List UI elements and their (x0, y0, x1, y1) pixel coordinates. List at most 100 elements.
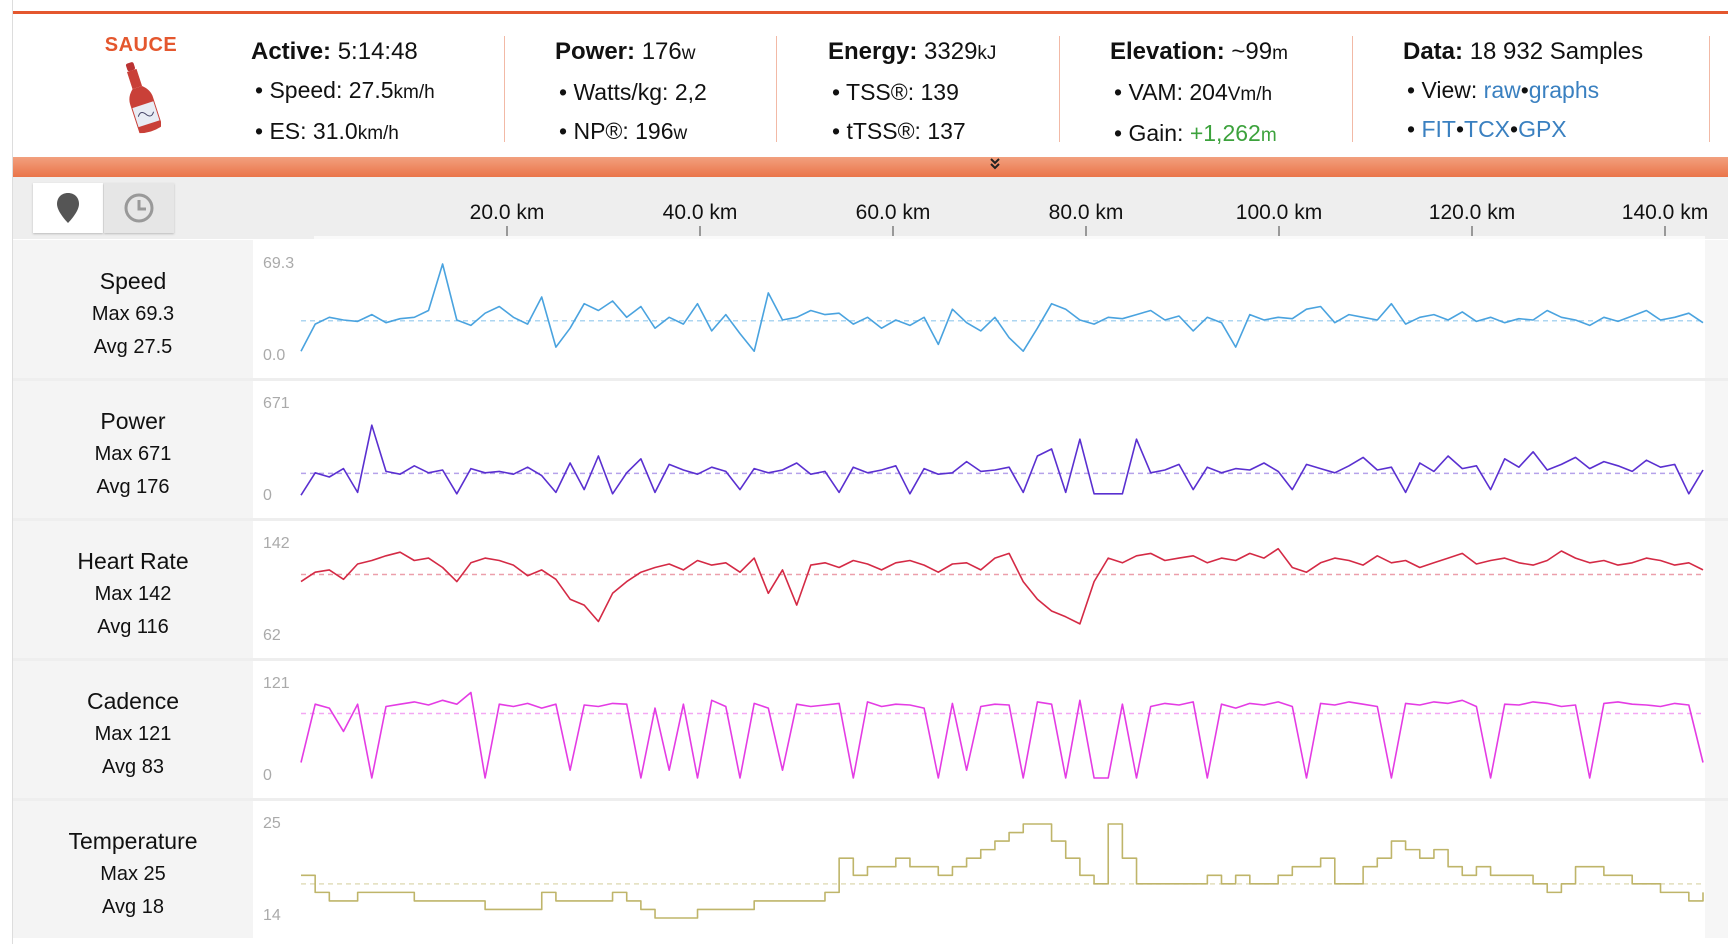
ttss-value: 137 (927, 118, 966, 144)
series-max: Max 121 (94, 723, 172, 745)
x-tick-label: 60.0 km (855, 201, 931, 224)
double-chevron-down-icon[interactable] (989, 157, 1001, 177)
y-min-label: 14 (263, 907, 281, 924)
row-label-panel: Speed Max 69.3 Avg 27.5 (13, 240, 253, 378)
power-column: Power: 176w • Watts/kg: 2,2 • NP®: 196w (555, 32, 707, 153)
header-expander-bar[interactable] (13, 157, 1728, 177)
plot-right-margin (1705, 520, 1728, 658)
y-max-label: 25 (263, 815, 281, 832)
power-label: Power: (555, 38, 636, 65)
es-value: 31.0 (312, 118, 358, 144)
x-tick-label: 140.0 km (1621, 201, 1709, 224)
y-max-label: 142 (263, 535, 290, 552)
energy-unit: kJ (977, 43, 997, 64)
plot-right-margin (1705, 380, 1728, 518)
es-unit: km/h (357, 123, 399, 144)
export-fit-link[interactable]: FIT (1421, 116, 1456, 142)
data-column: Data: 18 932 Samples • View: raw•graphs … (1403, 32, 1643, 149)
row-separator (13, 658, 1728, 661)
series-max: Max 142 (94, 583, 172, 605)
activity-summary-header: SAUCE Active: 5:14:48 • Speed: 27.5km/h … (13, 14, 1728, 157)
series-name: Temperature (68, 828, 198, 854)
bullet: • (1407, 116, 1416, 142)
x-tick-mark (699, 226, 701, 236)
np-label: NP®: (573, 118, 629, 144)
row-label-panel: Cadence Max 121 Avg 83 (13, 660, 253, 798)
active-value: 5:14:48 (337, 38, 418, 65)
clock-icon (124, 193, 154, 223)
hr-chart: 142 62 (263, 535, 1704, 644)
view-raw-link[interactable]: raw (1483, 77, 1521, 103)
power-unit: w (681, 43, 696, 64)
x-tick-mark (1278, 226, 1280, 236)
chart-row-cadence: Cadence Max 121 Avg 83 121 0 (13, 660, 1728, 798)
elevation-value: ~99 (1231, 38, 1273, 65)
cadence-series-line (300, 691, 1704, 779)
time-axis-button[interactable] (104, 183, 174, 233)
cadence-plot[interactable]: 121 0 (255, 660, 1705, 798)
page-left-border (12, 0, 13, 944)
row-separator (13, 518, 1728, 521)
row-label-panel: Power Max 671 Avg 176 (13, 380, 253, 518)
wkg-label: Watts/kg: (573, 79, 669, 105)
power-chart: 671 0 (263, 395, 1704, 504)
speed-series-line (300, 263, 1704, 352)
energy-value: 3329 (924, 38, 978, 65)
axis-baseline (314, 236, 1705, 239)
row-separator (13, 798, 1728, 801)
series-name: Heart Rate (77, 548, 189, 574)
data-value: 18 932 Samples (1469, 38, 1644, 65)
y-min-label: 62 (263, 627, 281, 644)
speed-plot[interactable]: 69.3 0.0 (255, 240, 1705, 378)
bullet: • (832, 118, 841, 144)
speed-unit: km/h (393, 82, 435, 103)
sauce-logo: SAUCE (91, 34, 191, 142)
bullet: • (1520, 77, 1529, 103)
export-gpx-link[interactable]: GPX (1518, 116, 1567, 142)
map-pin-icon (57, 193, 79, 223)
column-divider (504, 36, 505, 142)
power-series-line (300, 424, 1704, 496)
plot-right-margin (1705, 800, 1728, 938)
gain-value: +1,262 (1189, 120, 1261, 146)
y-min-label: 0 (263, 767, 272, 784)
bullet: • (1510, 116, 1519, 142)
bullet: • (1407, 77, 1416, 103)
series-avg: Avg 116 (97, 616, 169, 638)
gain-label: Gain: (1128, 120, 1184, 146)
gain-unit: m (1260, 125, 1277, 146)
distance-axis-button[interactable] (33, 183, 103, 233)
vam-value: 204 (1189, 79, 1228, 105)
bullet: • (255, 77, 264, 103)
y-max-label: 69.3 (263, 255, 294, 272)
x-tick-mark (1471, 226, 1473, 236)
series-avg: Avg 27.5 (93, 336, 173, 358)
row-label-panel: Temperature Max 25 Avg 18 (13, 800, 253, 938)
series-name: Power (100, 408, 166, 434)
power-plot[interactable]: 671 0 (255, 380, 1705, 518)
temp-plot[interactable]: 25 14 (255, 800, 1705, 938)
x-tick-label: 20.0 km (469, 201, 545, 224)
bullet: • (255, 118, 264, 144)
bullet: • (832, 79, 841, 105)
active-label: Active: (251, 38, 332, 65)
export-tcx-link[interactable]: TCX (1464, 116, 1511, 142)
column-divider (776, 36, 777, 142)
series-max: Max 25 (100, 863, 166, 885)
plot-right-margin (1705, 660, 1728, 798)
x-tick-mark (1085, 226, 1087, 236)
series-avg: Avg 176 (96, 476, 170, 498)
np-unit: w (673, 123, 688, 144)
hr-plot[interactable]: 142 62 (255, 520, 1705, 658)
temp-chart: 25 14 (263, 815, 1704, 924)
row-label-panel: Heart Rate Max 142 Avg 116 (13, 520, 253, 658)
chart-row-power: Power Max 671 Avg 176 671 0 (13, 380, 1728, 518)
x-tick-label: 100.0 km (1235, 201, 1323, 224)
hr-series-line (300, 547, 1704, 625)
column-divider (1352, 36, 1353, 142)
temp-series-line (301, 823, 1704, 919)
cadence-chart: 121 0 (263, 675, 1704, 784)
vam-unit: Vm/h (1227, 84, 1273, 105)
chart-row-temp: Temperature Max 25 Avg 18 25 14 (13, 800, 1728, 938)
view-graphs-link[interactable]: graphs (1528, 77, 1600, 103)
